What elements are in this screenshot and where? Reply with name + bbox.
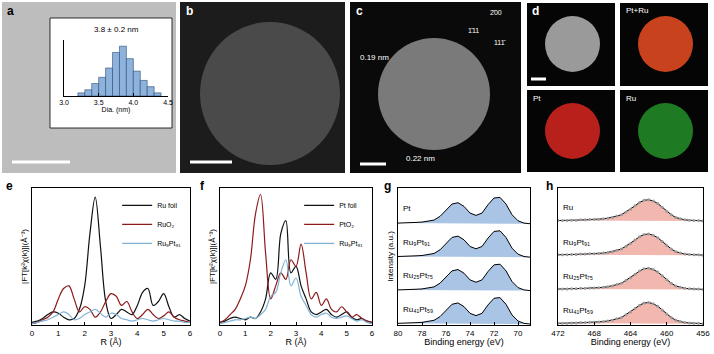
svg-text:468: 468 bbox=[588, 329, 602, 338]
svg-text:R (Å): R (Å) bbox=[101, 338, 122, 348]
svg-text:Pt+Ru: Pt+Ru bbox=[626, 6, 648, 15]
svg-text:a: a bbox=[7, 4, 14, 18]
svg-text:72: 72 bbox=[490, 329, 499, 338]
svg-text:Ru: Ru bbox=[563, 203, 573, 212]
svg-text:Ru foil: Ru foil bbox=[157, 202, 177, 209]
svg-text:g: g bbox=[384, 179, 391, 193]
svg-text:0: 0 bbox=[30, 329, 35, 338]
svg-text:PtO₂: PtO₂ bbox=[339, 221, 354, 228]
svg-text:Ru₉Pt₉₁: Ru₉Pt₉₁ bbox=[403, 238, 430, 247]
svg-text:5: 5 bbox=[344, 329, 349, 338]
svg-text:d: d bbox=[532, 4, 539, 18]
svg-text:R (Å): R (Å) bbox=[286, 338, 307, 348]
svg-text:Ru: Ru bbox=[626, 94, 636, 103]
svg-text:2: 2 bbox=[268, 329, 273, 338]
svg-text:6: 6 bbox=[370, 329, 375, 338]
svg-text:78: 78 bbox=[418, 329, 427, 338]
svg-text:80: 80 bbox=[394, 329, 403, 338]
svg-text:4: 4 bbox=[319, 329, 324, 338]
svg-text:h: h bbox=[546, 179, 553, 193]
svg-text:1: 1 bbox=[56, 329, 61, 338]
svg-text:111̄: 111̄ bbox=[494, 39, 506, 46]
svg-text:4: 4 bbox=[135, 329, 140, 338]
svg-text:Ru₄₁Pt₅₉: Ru₄₁Pt₅₉ bbox=[403, 305, 433, 314]
svg-text:Ru₂₅Pt₇₅: Ru₂₅Pt₇₅ bbox=[563, 272, 593, 281]
svg-text:|FT[k²χ(k)]|(Å⁻³): |FT[k²χ(k)]|(Å⁻³) bbox=[20, 229, 29, 284]
svg-text:Ru₉Pt₉₁: Ru₉Pt₉₁ bbox=[339, 240, 363, 247]
svg-text:Binding energy (eV): Binding energy (eV) bbox=[591, 338, 671, 348]
svg-text:Ru₉Pt₉₁: Ru₉Pt₉₁ bbox=[563, 238, 590, 247]
svg-text:3: 3 bbox=[294, 329, 299, 338]
svg-text:1̄11: 1̄11 bbox=[468, 27, 479, 34]
svg-text:3.8 ± 0.2 nm: 3.8 ± 0.2 nm bbox=[94, 25, 139, 34]
svg-text:74: 74 bbox=[466, 329, 475, 338]
svg-text:Pt foil: Pt foil bbox=[339, 202, 357, 209]
svg-text:Intensity (a.u.): Intensity (a.u.) bbox=[386, 231, 395, 282]
svg-text:0.22 nm: 0.22 nm bbox=[406, 154, 435, 163]
svg-text:76: 76 bbox=[442, 329, 451, 338]
svg-text:3.5: 3.5 bbox=[94, 99, 104, 106]
svg-text:1: 1 bbox=[243, 329, 248, 338]
svg-text:5: 5 bbox=[161, 329, 166, 338]
svg-text:464: 464 bbox=[624, 329, 638, 338]
svg-text:3.0: 3.0 bbox=[59, 99, 69, 106]
svg-text:Ru₉Pt₉₁: Ru₉Pt₉₁ bbox=[157, 240, 181, 247]
svg-text:472: 472 bbox=[551, 329, 565, 338]
svg-text:f: f bbox=[200, 179, 205, 193]
svg-text:Dia. (nm): Dia. (nm) bbox=[102, 106, 131, 114]
svg-text:4.0: 4.0 bbox=[128, 99, 138, 106]
svg-text:4.5: 4.5 bbox=[163, 99, 173, 106]
svg-text:0: 0 bbox=[218, 329, 223, 338]
svg-text:Pt: Pt bbox=[403, 204, 411, 213]
svg-text:Pt: Pt bbox=[533, 94, 541, 103]
svg-text:70: 70 bbox=[514, 329, 523, 338]
svg-text:0.19 nm: 0.19 nm bbox=[360, 53, 389, 62]
svg-text:c: c bbox=[356, 4, 363, 18]
svg-text:456: 456 bbox=[696, 329, 710, 338]
svg-text:460: 460 bbox=[660, 329, 674, 338]
svg-text:Ru₂₅Pt₇₅: Ru₂₅Pt₇₅ bbox=[403, 271, 433, 280]
svg-text:Binding energy (eV): Binding energy (eV) bbox=[424, 338, 504, 348]
svg-text:Ru₄₁Pt₅₉: Ru₄₁Pt₅₉ bbox=[563, 306, 593, 315]
svg-text:3: 3 bbox=[109, 329, 114, 338]
svg-text:RuO₂: RuO₂ bbox=[157, 221, 174, 228]
svg-text:b: b bbox=[186, 4, 193, 18]
svg-text:2: 2 bbox=[82, 329, 87, 338]
svg-text:e: e bbox=[6, 179, 13, 193]
svg-text:6: 6 bbox=[188, 329, 193, 338]
svg-text:2̄00: 2̄00 bbox=[490, 9, 502, 16]
svg-text:|FT[k²χ(k)]|(Å⁻³): |FT[k²χ(k)]|(Å⁻³) bbox=[208, 229, 217, 284]
